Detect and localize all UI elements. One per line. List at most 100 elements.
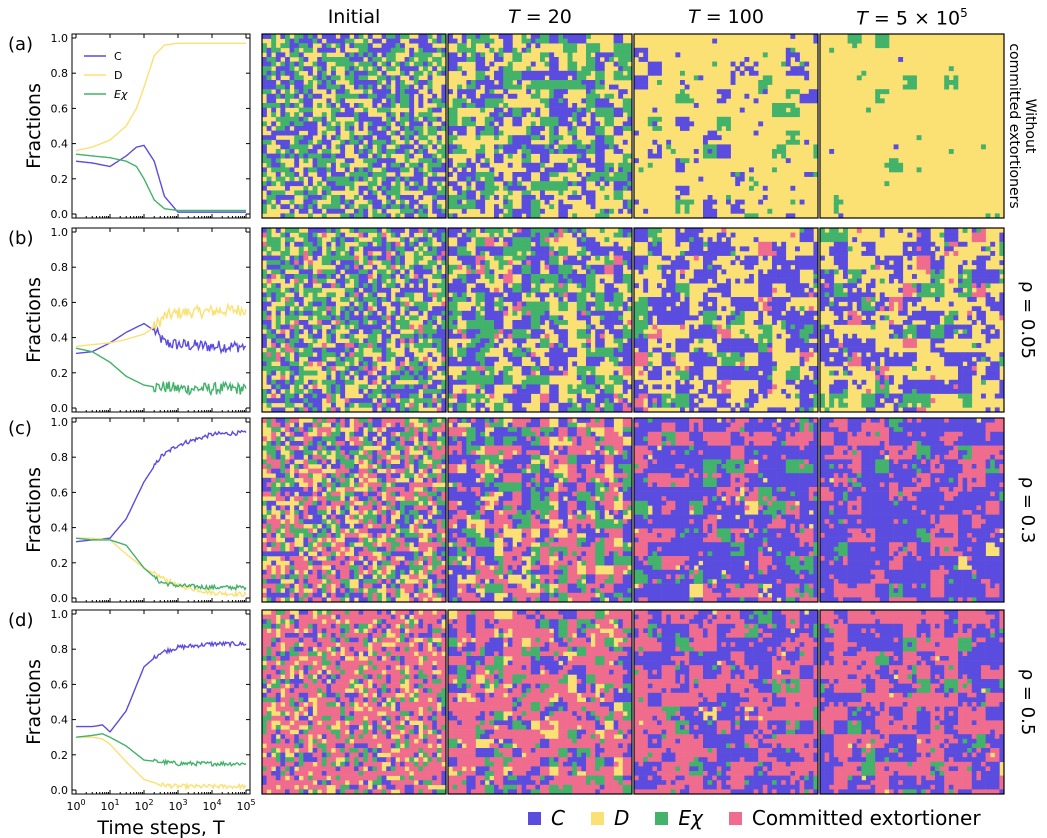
- lattice-cell: [423, 153, 428, 159]
- lattice-cell: [436, 213, 442, 219]
- lattice-cell: [634, 255, 639, 261]
- lattice-cell: [572, 195, 578, 200]
- lattice-cell: [480, 34, 486, 39]
- lattice-cell: [544, 338, 550, 344]
- lattice-cell: [363, 393, 369, 399]
- lattice-cell: [586, 241, 591, 247]
- lattice-cell: [303, 144, 309, 150]
- lattice-cell: [563, 121, 568, 127]
- lattice-cell: [303, 89, 309, 95]
- lattice-cell: [395, 61, 401, 67]
- lattice-cell: [285, 103, 290, 108]
- lattice-cell: [657, 66, 662, 72]
- lattice-cell: [285, 167, 290, 173]
- lattice-cell: [622, 389, 628, 394]
- lattice-cell: [521, 301, 527, 307]
- lattice-cell: [599, 213, 605, 219]
- lattice-cell: [280, 375, 286, 381]
- lattice-cell: [386, 121, 392, 127]
- lattice-cell: [358, 167, 364, 173]
- lattice-cell: [358, 264, 364, 270]
- lattice-cell: [317, 246, 323, 252]
- lattice-cell: [354, 269, 359, 275]
- lattice-cell: [349, 343, 355, 348]
- lattice-cell: [572, 260, 578, 266]
- lattice-cell: [494, 112, 499, 118]
- lattice-cell: [847, 38, 853, 44]
- lattice-cell: [590, 103, 596, 108]
- lattice-cell: [553, 103, 559, 108]
- lattice-cell: [563, 274, 568, 279]
- lattice-cell: [544, 255, 550, 261]
- lattice-cell: [609, 292, 614, 298]
- lattice-cell: [553, 89, 559, 95]
- lattice-cell: [280, 34, 286, 39]
- lattice-cell: [381, 52, 387, 58]
- lattice-cell: [503, 84, 509, 90]
- lattice-cell: [372, 93, 378, 99]
- lattice-cell: [418, 61, 424, 67]
- lattice-cell: [521, 338, 527, 344]
- lattice-cell: [657, 80, 662, 85]
- lattice-cell: [613, 287, 619, 293]
- lattice-cell: [576, 158, 582, 164]
- lattice-cell: [599, 130, 605, 136]
- lattice-cell: [613, 310, 619, 316]
- lattice-cell: [622, 356, 628, 362]
- lattice-cell: [395, 89, 401, 95]
- lattice-cell: [507, 287, 513, 293]
- lattice-cell: [553, 347, 559, 353]
- lattice-cell: [799, 98, 805, 104]
- lattice-cell: [452, 112, 458, 118]
- lattice-cell: [544, 352, 550, 358]
- lattice-cell: [544, 195, 550, 200]
- lattice-cell: [413, 89, 419, 95]
- lattice-cell: [436, 292, 442, 298]
- lattice-cell: [622, 47, 628, 53]
- lattice-cell: [517, 185, 522, 191]
- lattice-cell: [521, 278, 527, 284]
- lattice-cell: [563, 70, 568, 76]
- lattice-cell: [266, 264, 272, 270]
- lattice-cell: [321, 153, 327, 159]
- lattice-cell: [480, 208, 486, 214]
- lattice-cell: [427, 47, 433, 53]
- lattice-cell: [349, 255, 355, 261]
- lattice-cell: [381, 260, 387, 266]
- lattice-cell: [452, 301, 458, 307]
- lattice-cell: [372, 172, 378, 177]
- lattice-cell: [452, 324, 458, 330]
- lattice-cell: [441, 190, 447, 196]
- lattice-cell: [354, 52, 359, 58]
- lattice-cell: [716, 89, 722, 95]
- lattice-cell: [480, 195, 486, 200]
- lattice-cell: [317, 153, 323, 159]
- lattice-cell: [599, 306, 605, 312]
- lattice-cell: [498, 34, 504, 39]
- lattice-cell: [712, 130, 718, 136]
- lattice-cell: [427, 320, 433, 325]
- lattice-cell: [599, 126, 605, 131]
- lattice-cell: [563, 246, 568, 252]
- lattice-cell: [475, 375, 481, 381]
- lattice-cell: [507, 204, 513, 210]
- lattice-cell: [457, 274, 463, 279]
- lattice-cell: [558, 329, 564, 335]
- lattice-cell: [622, 98, 628, 104]
- lattice-cell: [271, 297, 277, 302]
- lattice-cell: [400, 34, 405, 39]
- lattice-cell: [558, 251, 564, 256]
- lattice-cell: [739, 61, 745, 67]
- lattice-cell: [340, 315, 346, 321]
- lattice-cell: [638, 80, 644, 85]
- lattice-cell: [604, 315, 610, 321]
- lattice-cell: [386, 38, 392, 44]
- lattice-cell: [427, 237, 433, 243]
- lattice-cell: [275, 241, 281, 247]
- column-title-t100: T = 100: [688, 6, 764, 28]
- lattice-cell: [489, 47, 495, 53]
- lattice-cell: [558, 213, 564, 219]
- lattice-cell: [308, 389, 313, 394]
- lattice-cell: [776, 144, 782, 150]
- lattice-cell: [521, 366, 527, 371]
